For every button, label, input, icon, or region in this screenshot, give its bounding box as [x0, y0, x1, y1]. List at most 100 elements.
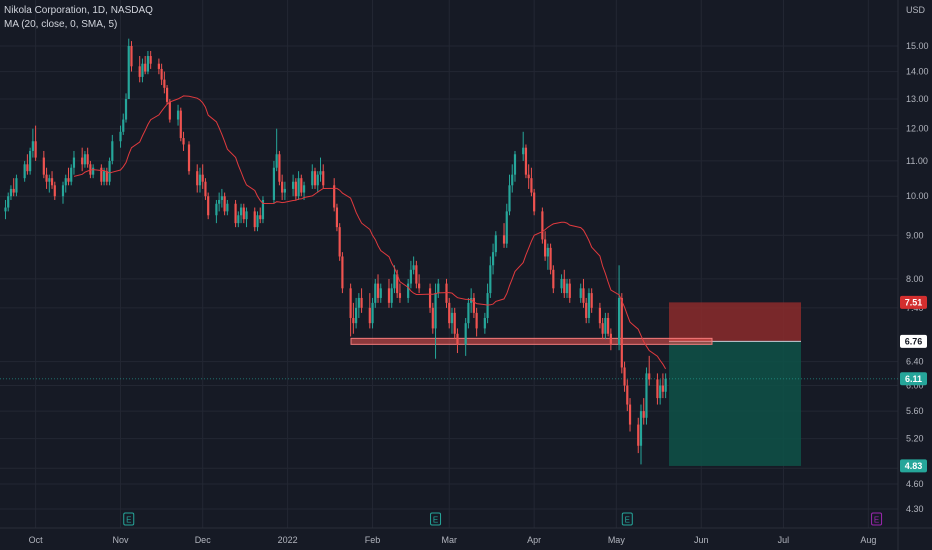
candle	[607, 312, 610, 337]
candle-body	[445, 283, 448, 303]
candle	[146, 50, 150, 75]
indicator-legend[interactable]: MA (20, close, 0, SMA, 5)	[4, 19, 118, 30]
candle	[242, 203, 245, 224]
candle	[138, 56, 141, 83]
candle	[239, 203, 243, 224]
candle-body	[297, 178, 300, 197]
currency-label: USD	[906, 5, 926, 15]
candle	[549, 243, 552, 275]
candle	[590, 288, 593, 313]
candle	[31, 128, 34, 158]
candle-body	[9, 188, 13, 197]
candle-body	[544, 239, 547, 257]
candle-body	[160, 68, 163, 80]
candle-body	[70, 167, 73, 182]
candle-body	[412, 265, 415, 270]
candle	[360, 288, 363, 313]
candles	[4, 38, 667, 465]
x-tick-label: Apr	[527, 535, 541, 545]
candle	[475, 307, 478, 337]
candle	[283, 181, 286, 200]
candle	[623, 361, 626, 392]
candle-body	[245, 211, 248, 220]
candle-body	[292, 181, 295, 189]
x-tick-label: Jun	[694, 535, 709, 545]
candle	[72, 150, 76, 175]
candle-body	[42, 157, 45, 175]
earnings-marker[interactable]: E	[621, 512, 633, 526]
candle	[511, 164, 514, 193]
candle	[489, 256, 492, 298]
candle-body	[357, 297, 360, 308]
candle	[445, 278, 448, 308]
y-tick-label: 13.00	[906, 94, 929, 104]
candle	[261, 196, 265, 224]
candle-body	[464, 323, 467, 345]
candle-body	[294, 181, 297, 197]
x-tick-label: Dec	[195, 535, 212, 545]
x-axis: Oct Nov Dec 2022 Feb Mar Apr May Jun Jul Aug	[29, 0, 876, 545]
candle-body	[530, 178, 533, 193]
earnings-icon	[430, 512, 442, 526]
candle-body	[552, 269, 555, 289]
candle-body	[29, 150, 32, 172]
candle-body	[368, 307, 371, 324]
candle	[541, 207, 544, 244]
candle-body	[226, 203, 229, 212]
price-tag-label: 4.83	[905, 461, 923, 471]
candle-body	[396, 274, 399, 294]
candle	[409, 260, 412, 289]
candle	[61, 181, 65, 204]
candle	[604, 312, 607, 340]
candle	[4, 199, 7, 220]
candle	[530, 167, 533, 197]
price-tag: 6.76	[900, 334, 927, 348]
candle	[29, 147, 32, 175]
candle	[313, 167, 317, 189]
candle	[105, 167, 108, 186]
candle-body	[355, 307, 358, 324]
candle-body	[418, 283, 421, 289]
y-tick-label: 10.00	[906, 191, 929, 201]
candle-body	[149, 56, 152, 64]
candle-body	[187, 144, 191, 172]
candle	[533, 188, 536, 216]
candle	[368, 293, 371, 329]
y-tick-label: 12.00	[906, 124, 929, 134]
earnings-marker[interactable]: E	[871, 512, 883, 526]
candle-body	[379, 288, 382, 298]
symbol-legend[interactable]: Nikola Corporation, 1D, NASDAQ	[4, 5, 153, 16]
price-tag-background	[900, 372, 927, 386]
earnings-marker[interactable]: E	[123, 512, 135, 526]
candle	[387, 278, 391, 308]
earnings-marker[interactable]: E	[430, 512, 442, 526]
candle	[609, 328, 612, 351]
candle-body	[390, 288, 393, 303]
candle	[319, 157, 322, 182]
candle	[281, 174, 284, 200]
candle	[371, 297, 374, 329]
candle-body	[31, 141, 34, 151]
candle	[218, 192, 221, 212]
profit-target-zone	[669, 341, 801, 466]
candle	[294, 178, 297, 200]
candle-body	[316, 174, 319, 186]
y-tick-label: 14.00	[906, 67, 929, 77]
candle-body	[72, 157, 76, 168]
candle	[119, 125, 122, 148]
candle	[272, 160, 276, 204]
candle-body	[23, 164, 26, 179]
candle	[415, 260, 418, 289]
candle-body	[141, 63, 144, 77]
candle	[275, 128, 278, 172]
candle-body	[502, 235, 506, 244]
candle-body	[483, 317, 486, 329]
y-tick-label: 4.30	[906, 504, 924, 514]
candle-body	[204, 181, 207, 197]
candle-body	[124, 99, 128, 120]
candle-body	[409, 269, 412, 284]
candle-body	[450, 312, 454, 324]
candle-body	[45, 174, 48, 182]
